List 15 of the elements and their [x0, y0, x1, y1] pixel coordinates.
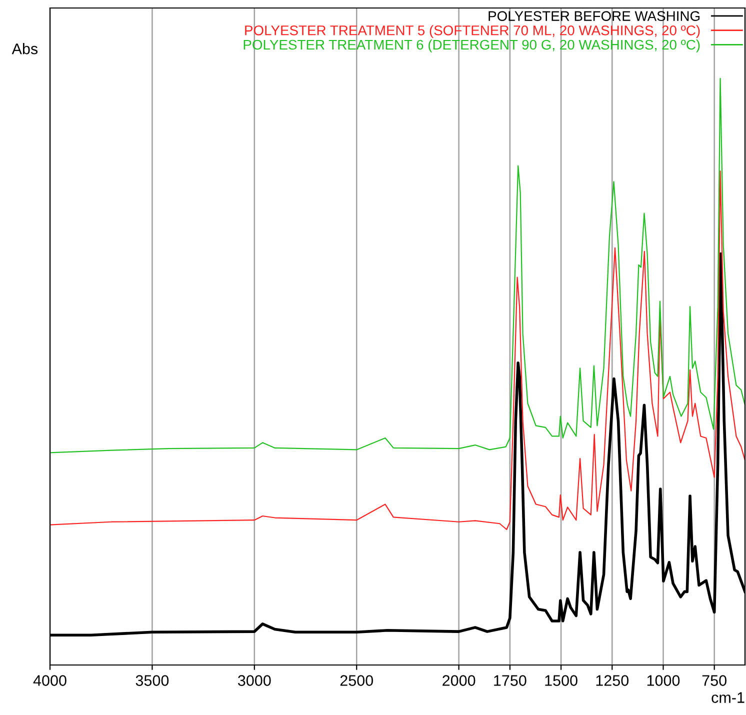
x-tick-label: 2500 — [340, 675, 374, 686]
legend-label: POLYESTER TREATMENT 6 (DETERGENT 90 G, 20 WASHINGS, 20 ºC) — [244, 39, 700, 52]
x-tick-label: 3500 — [136, 675, 169, 686]
x-tick-label: 4000 — [33, 675, 66, 686]
legend-label: POLYESTER BEFORE WASHING — [488, 11, 700, 21]
x-tick-label: 750 — [702, 675, 726, 686]
x-tick-label: 3000 — [238, 675, 271, 686]
x-tick-label: 1500 — [545, 675, 578, 686]
legend-label: POLYESTER TREATMENT 5 (SOFTENER 70 ML, 20 WASHINGS, 20 ºC) — [245, 25, 700, 38]
x-axis-title: cm-1 — [712, 692, 744, 703]
x-tick-label: 2000 — [442, 675, 476, 686]
x-tick-label: 1750 — [494, 675, 526, 686]
x-tick-label: 1000 — [647, 675, 680, 686]
x-tick-label: 1250 — [596, 675, 629, 686]
y-axis-title: Abs — [12, 43, 38, 54]
